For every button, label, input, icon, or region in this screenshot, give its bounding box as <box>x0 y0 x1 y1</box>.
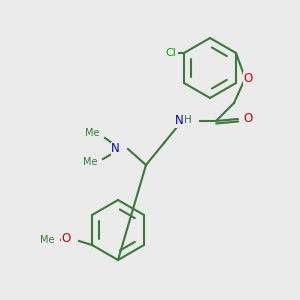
Text: O: O <box>243 71 253 85</box>
Text: O: O <box>62 232 71 244</box>
Text: H: H <box>184 115 192 125</box>
Text: O: O <box>243 112 253 125</box>
Text: Cl: Cl <box>165 48 176 58</box>
Text: Me: Me <box>83 157 98 167</box>
Text: Me: Me <box>85 128 100 138</box>
Text: N: N <box>175 115 184 128</box>
Text: N: N <box>111 142 120 155</box>
Text: Me: Me <box>40 235 54 245</box>
